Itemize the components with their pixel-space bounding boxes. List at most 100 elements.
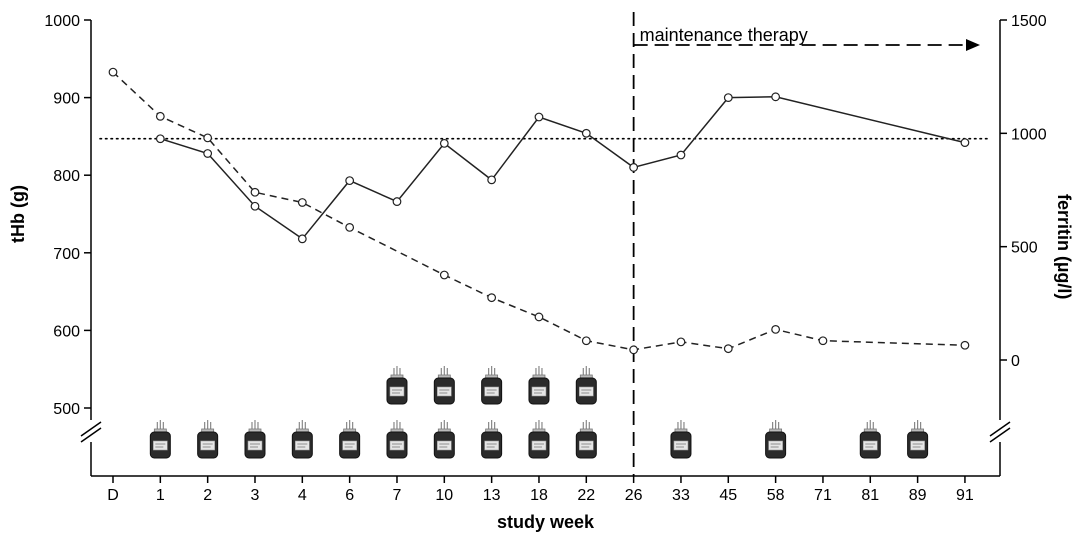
left-axis-tick-label: 500 bbox=[53, 401, 80, 418]
series-1-point bbox=[487, 175, 497, 185]
blood-bag-icon bbox=[575, 420, 597, 459]
x-axis-tick-label: D bbox=[107, 487, 119, 504]
series-1-line bbox=[160, 96, 966, 240]
blood-bag-icon bbox=[481, 420, 503, 459]
x-axis-tick-label: 7 bbox=[393, 487, 402, 504]
series-1-point bbox=[250, 201, 260, 211]
series-2-point bbox=[534, 312, 544, 322]
bag-label bbox=[673, 440, 689, 451]
left-axis-title: tHb (g) bbox=[8, 185, 28, 243]
blood-bag-icon bbox=[433, 366, 455, 405]
x-axis-tick-label: 45 bbox=[719, 487, 737, 504]
bag-label bbox=[295, 440, 310, 451]
series-2-point bbox=[629, 345, 639, 355]
bag-label bbox=[910, 440, 925, 451]
x-axis-tick-label: 13 bbox=[483, 487, 501, 504]
blood-bag-icon bbox=[244, 420, 266, 459]
series-1-point bbox=[297, 234, 307, 244]
left-axis-tick-label: 700 bbox=[53, 246, 80, 263]
x-axis-tick-label: 22 bbox=[577, 487, 595, 504]
left-axis-break-a bbox=[80, 421, 102, 437]
bag-label bbox=[862, 440, 878, 451]
blood-bag-icon bbox=[528, 366, 550, 405]
left-axis-tick-label: 900 bbox=[53, 91, 80, 108]
series-2-point bbox=[723, 344, 733, 354]
x-axis-tick-label: 81 bbox=[861, 487, 879, 504]
bag-label bbox=[578, 386, 594, 397]
blood-bag-icon bbox=[859, 420, 881, 459]
bag-label bbox=[153, 440, 168, 451]
right-axis-tick-label: 1000 bbox=[1011, 126, 1047, 143]
series-2-point bbox=[960, 340, 970, 350]
blood-bag-icon bbox=[528, 420, 550, 459]
x-axis-tick-label: 26 bbox=[625, 487, 643, 504]
series-1-point bbox=[534, 112, 544, 122]
blood-bag-icon bbox=[339, 420, 361, 459]
series-1-point bbox=[203, 149, 213, 158]
blood-bag-icon bbox=[670, 420, 692, 459]
series-1-point bbox=[439, 138, 449, 148]
left-axis-tick-label: 600 bbox=[53, 323, 80, 340]
blood-bag-icon bbox=[386, 366, 408, 405]
blood-bag-icon bbox=[386, 420, 408, 459]
series-1-point bbox=[581, 128, 591, 138]
x-axis-tick-label: 10 bbox=[435, 487, 453, 504]
left-axis-tick-label: 1000 bbox=[44, 13, 80, 30]
left-axis-break-b bbox=[80, 427, 102, 443]
series-2-point bbox=[487, 293, 497, 303]
right-axis-title: ferritin (µg/l) bbox=[1054, 194, 1074, 299]
x-axis-tick-label: 2 bbox=[203, 487, 212, 504]
x-axis-tick-label: 91 bbox=[956, 487, 974, 504]
series-1-point bbox=[392, 197, 402, 206]
x-axis-tick-label: 58 bbox=[767, 487, 785, 504]
annotation-maintenance-therapy: maintenance therapy bbox=[640, 25, 808, 45]
blood-bag-icon bbox=[291, 420, 313, 459]
series-1-point bbox=[723, 93, 733, 102]
x-axis-tick-label: 33 bbox=[672, 487, 690, 504]
series-1-point bbox=[960, 138, 970, 148]
series-1-point bbox=[155, 134, 165, 144]
bag-label bbox=[389, 440, 405, 451]
series-2-line bbox=[112, 71, 965, 351]
left-axis-tick-label: 800 bbox=[53, 168, 80, 185]
blood-bag-icon bbox=[197, 420, 219, 459]
series-1-point bbox=[345, 176, 355, 186]
bag-label bbox=[389, 386, 405, 397]
series-2-point bbox=[203, 133, 213, 143]
bag-label bbox=[484, 440, 499, 451]
axes-group bbox=[80, 19, 1011, 483]
x-axis-tick-label: 71 bbox=[814, 487, 832, 504]
series-2-point bbox=[297, 198, 307, 207]
transfusion-bags-group bbox=[149, 366, 929, 459]
blood-bag-icon bbox=[765, 420, 787, 459]
bag-label bbox=[768, 440, 783, 451]
series-1-point bbox=[771, 92, 781, 102]
x-axis-tick-label: 18 bbox=[530, 487, 548, 504]
series-2-point bbox=[250, 187, 260, 197]
bag-label bbox=[342, 440, 357, 451]
series-2-point bbox=[771, 325, 781, 334]
bag-label bbox=[200, 440, 215, 451]
series-group bbox=[108, 67, 970, 355]
x-axis-title: study week bbox=[497, 512, 595, 532]
x-axis-tick-label: 4 bbox=[298, 487, 307, 504]
right-axis-break-b bbox=[989, 427, 1011, 443]
series-2-point bbox=[581, 336, 591, 346]
series-2-point bbox=[818, 336, 828, 346]
series-2-point bbox=[345, 222, 355, 232]
series-2-point bbox=[676, 337, 686, 347]
blood-bag-icon bbox=[907, 420, 929, 459]
bag-label bbox=[437, 440, 452, 451]
x-axis-tick-label: 3 bbox=[251, 487, 260, 504]
bag-label bbox=[437, 386, 452, 397]
blood-bag-icon bbox=[481, 366, 503, 405]
blood-bag-icon bbox=[575, 366, 597, 405]
blood-bag-icon bbox=[433, 420, 455, 459]
series-2-point bbox=[108, 67, 118, 77]
right-axis-tick-label: 1500 bbox=[1011, 13, 1047, 30]
x-axis-tick-label: 6 bbox=[345, 487, 354, 504]
bag-label bbox=[484, 386, 499, 397]
right-axis-tick-label: 500 bbox=[1011, 240, 1038, 257]
x-axis-tick-label: 89 bbox=[909, 487, 927, 504]
